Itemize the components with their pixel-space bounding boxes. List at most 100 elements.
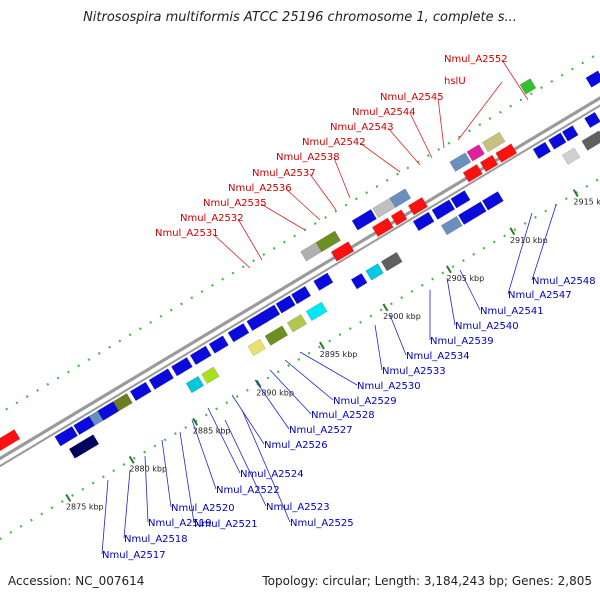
accession-text: Accession: NC_007614	[8, 574, 145, 588]
gene-block	[286, 314, 307, 333]
gene-block	[371, 217, 394, 238]
gene-label: Nmul_A2534	[406, 351, 470, 362]
gene-label: Nmul_A2548	[532, 276, 596, 287]
leader-line	[309, 173, 337, 211]
gene-block	[305, 301, 328, 322]
leader-line	[207, 407, 241, 474]
gene-block	[185, 375, 205, 394]
coordinate-tick	[509, 227, 516, 236]
gene-block	[275, 295, 296, 314]
leader-line	[123, 469, 131, 539]
leader-line	[531, 204, 557, 281]
gene-block	[479, 154, 499, 173]
gene-label: Nmul_A2530	[357, 381, 421, 392]
gene-label: Nmul_A2539	[430, 336, 494, 347]
coordinate-tick	[65, 494, 72, 502]
gene-label: Nmul_A2542	[302, 137, 366, 148]
axis-line	[0, 104, 600, 468]
gene-block	[350, 273, 368, 290]
gene-block	[440, 215, 463, 236]
leader-line	[501, 59, 529, 101]
gene-block	[458, 201, 487, 225]
gene-block	[466, 144, 485, 162]
gene-block	[407, 197, 428, 216]
gene-block	[561, 147, 581, 165]
gene-label: Nmul_A2520	[171, 503, 235, 514]
leader-line	[446, 277, 456, 326]
gene-label: Nmul_A2526	[264, 440, 328, 451]
gene-label: Nmul_A2528	[311, 410, 375, 421]
map-title: Nitrosospira multiformis ATCC 25196 chro…	[83, 10, 517, 25]
gene-block	[390, 209, 408, 226]
gene-label: Nmul_A2529	[333, 396, 397, 407]
gene-block	[450, 190, 471, 209]
leader-line	[507, 212, 533, 295]
gene-block	[129, 381, 152, 402]
coordinate-ticks: 2875 kbp 2880 kbp 2885 kbp 2890 kbp 2895 kbp…	[65, 189, 600, 512]
gene-block	[201, 366, 220, 384]
leader-line	[254, 379, 290, 430]
gene-block	[495, 143, 518, 163]
leader-line	[387, 127, 421, 166]
gene-label: hslU	[444, 76, 466, 87]
gene-label: Nmul_A2535	[203, 198, 267, 209]
gene-block	[171, 357, 193, 377]
gene-label: Nmul_A2552	[444, 54, 508, 65]
coordinate-tick-label: 2875 kbp	[66, 503, 104, 512]
leader-line	[374, 324, 383, 371]
gene-block	[208, 335, 229, 354]
gene-label: Nmul_A2521	[194, 519, 258, 530]
gene-label: Nmul_A2527	[289, 425, 353, 436]
coordinate-tick-label: 2890 kbp	[256, 388, 294, 397]
gene-label: Nmul_A2518	[124, 534, 188, 545]
gene-label: Nmul_A2536	[228, 183, 292, 194]
gene-block	[0, 429, 21, 452]
gene-block	[315, 230, 341, 253]
gene-label: Nmul_A2517	[102, 550, 166, 561]
coordinate-tick	[192, 417, 199, 426]
axis-line	[0, 96, 600, 461]
gene-block	[519, 78, 537, 95]
bottom-gene-labels: Nmul_A2548 Nmul_A2547 Nmul_A2541 Nmul_A2540…	[101, 204, 596, 561]
coordinate-tick	[382, 303, 389, 312]
leader-line	[389, 314, 407, 356]
gene-block	[189, 345, 212, 366]
gene-block	[561, 125, 579, 142]
leader-line	[299, 351, 358, 386]
leader-line	[284, 359, 334, 401]
coordinate-tick-label: 2915 kbp	[573, 198, 600, 207]
guide-line	[0, 51, 600, 415]
gene-label: Nmul_A2525	[290, 518, 354, 529]
gene-block	[330, 241, 355, 262]
leader-line	[179, 431, 195, 524]
gene-block	[548, 132, 567, 150]
coordinate-tick-label: 2905 kbp	[447, 274, 485, 283]
gene-block	[260, 304, 281, 323]
coordinate-tick-label: 2885 kbp	[193, 426, 231, 435]
gene-block	[54, 426, 78, 447]
gene-block	[481, 131, 506, 153]
gene-block	[313, 272, 334, 291]
gene-label: Nmul_A2541	[480, 306, 544, 317]
gene-block	[584, 111, 600, 129]
leader-line	[191, 419, 217, 490]
gene-block	[68, 434, 100, 459]
gene-block	[532, 141, 552, 160]
gene-block	[581, 130, 600, 151]
leader-line	[231, 394, 265, 445]
gene-block	[482, 191, 504, 211]
guide-line	[0, 177, 600, 541]
leader-line	[457, 81, 503, 141]
gene-block	[351, 209, 377, 231]
gene-label: Nmul_A2523	[266, 502, 330, 513]
gene-block	[291, 285, 312, 305]
leader-line	[409, 112, 433, 159]
leader-line	[359, 142, 401, 173]
gene-block	[412, 211, 435, 232]
leader-line	[285, 188, 321, 221]
leader-line	[237, 218, 263, 261]
gene-label: Nmul_A2547	[508, 290, 572, 301]
leader-line	[224, 419, 267, 507]
